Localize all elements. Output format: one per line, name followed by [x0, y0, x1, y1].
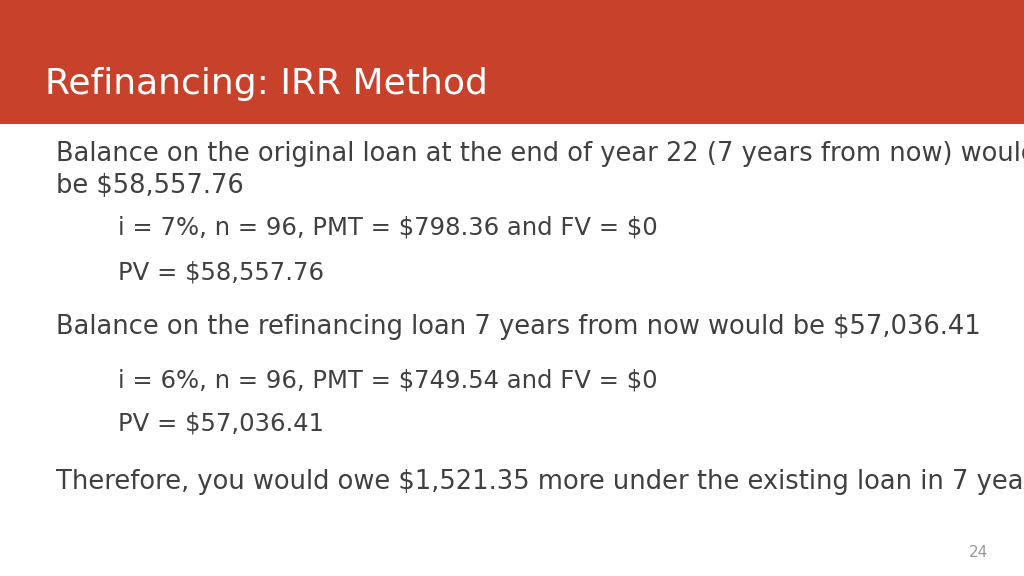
Text: Refinancing: IRR Method: Refinancing: IRR Method: [45, 67, 487, 101]
Text: PV = \$57,036.41: PV = \$57,036.41: [118, 412, 324, 436]
Text: i = 7%, n = 96, PMT = \$798.36 and FV = \$0: i = 7%, n = 96, PMT = \$798.36 and FV = …: [118, 216, 657, 240]
Text: Balance on the original loan at the end of year 22 (7 years from now) would
be \: Balance on the original loan at the end …: [56, 141, 1024, 199]
Text: 24: 24: [969, 545, 988, 560]
Text: Therefore, you would owe \$1,521.35 more under the existing loan in 7 years.: Therefore, you would owe \$1,521.35 more…: [56, 469, 1024, 495]
Text: Balance on the refinancing loan 7 years from now would be \$57,036.41: Balance on the refinancing loan 7 years …: [56, 314, 981, 340]
Text: i = 6%, n = 96, PMT = \$749.54 and FV = \$0: i = 6%, n = 96, PMT = \$749.54 and FV = …: [118, 369, 657, 393]
Text: PV = \$58,557.76: PV = \$58,557.76: [118, 260, 324, 285]
